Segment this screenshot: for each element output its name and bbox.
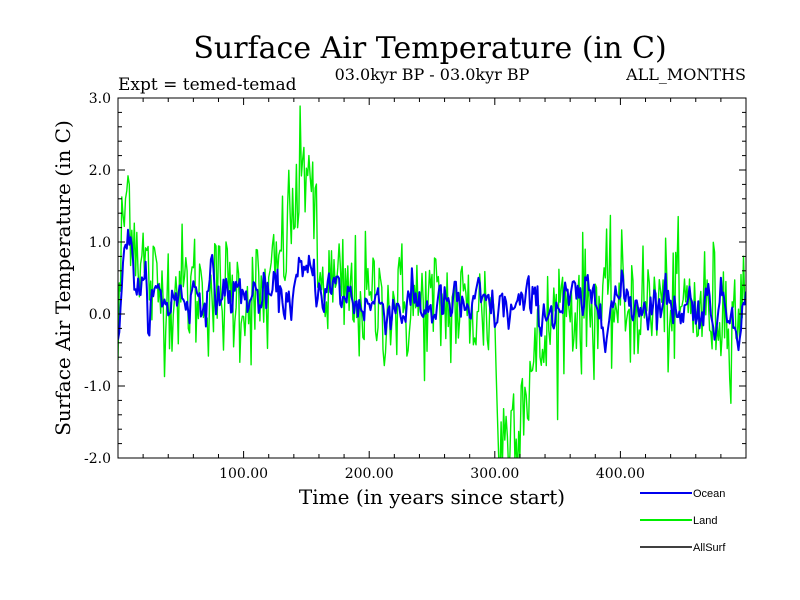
- x-tick-label: 100.00: [219, 466, 268, 482]
- y-tick-label: 1.0: [89, 235, 111, 251]
- y-tick-label: 2.0: [89, 163, 111, 179]
- experiment-label: Expt = temed-temad: [118, 75, 297, 95]
- y-tick-label: 0.0: [89, 307, 111, 323]
- plot-frame: [117, 97, 747, 459]
- period-label: 03.0kyr BP - 03.0kyr BP: [335, 65, 530, 84]
- legend-label-ocean: Ocean: [693, 488, 725, 500]
- x-tick-label: 200.00: [345, 466, 394, 482]
- series-line-ocean: [118, 228, 746, 354]
- series-line-land: [118, 105, 746, 458]
- y-tick-label: -2.0: [84, 451, 111, 467]
- x-tick-label: 400.00: [596, 466, 645, 482]
- legend: Ocean Land AllSurf: [640, 488, 726, 554]
- legend-label-allsurf: AllSurf: [693, 542, 726, 554]
- axis-ticks: 100.00 200.00 300.00 400.00 -2.0 -1.0 0.0 1.0 2.…: [84, 91, 746, 482]
- chart-title: Surface Air Temperature (in C): [193, 31, 666, 66]
- y-axis-label: Surface Air Temperature (in C): [51, 120, 75, 436]
- legend-label-land: Land: [693, 515, 717, 527]
- months-label: ALL_MONTHS: [625, 65, 746, 84]
- y-tick-label: -1.0: [84, 379, 111, 395]
- y-tick-label: 3.0: [89, 91, 111, 107]
- plot-area: 100.00 200.00 300.00 400.00 -2.0 -1.0 0.0 1.0 2.…: [84, 91, 747, 482]
- x-axis-label: Time (in years since start): [299, 485, 565, 509]
- series-layer: [118, 105, 746, 458]
- x-tick-label: 300.00: [470, 466, 519, 482]
